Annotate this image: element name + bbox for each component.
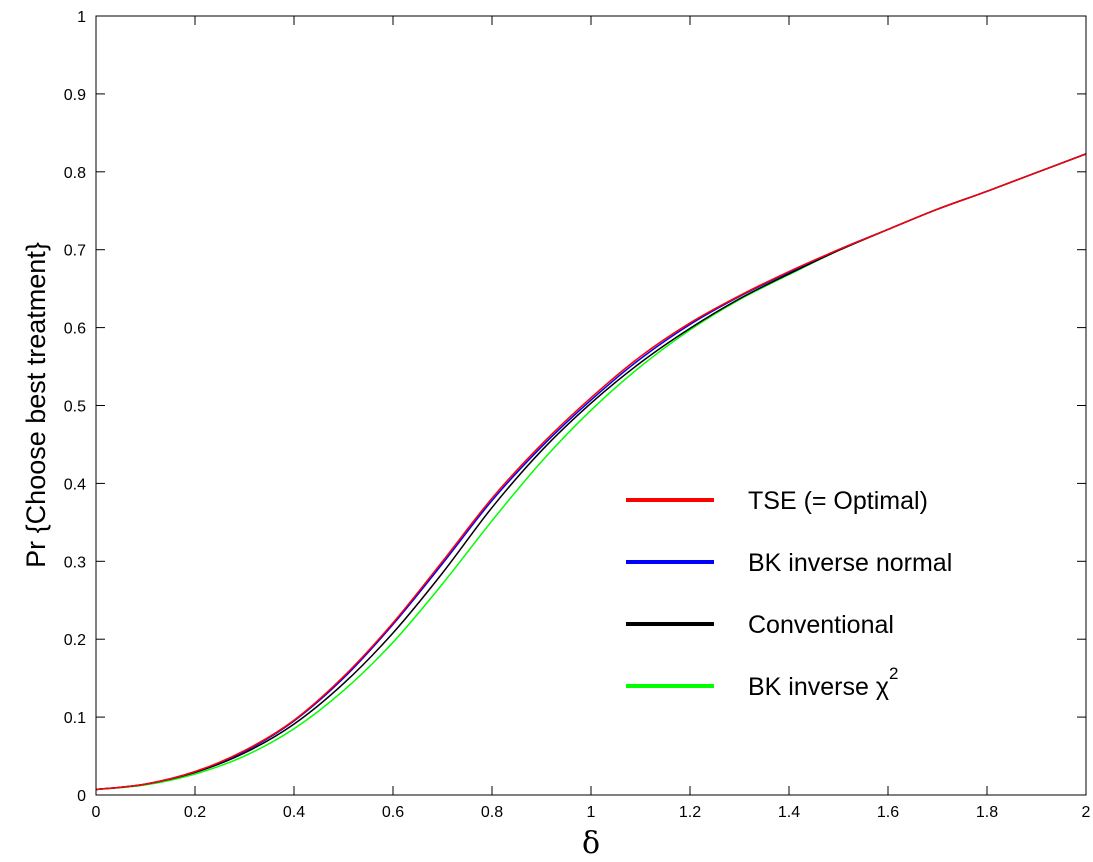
legend-label: BK inverse normal: [748, 549, 952, 577]
y-tick-label: 1: [77, 9, 86, 26]
plot-area: [96, 16, 1086, 795]
x-tick-label: 2: [1082, 804, 1091, 821]
y-tick-label: 0: [77, 788, 86, 805]
legend-label-superscript: 2: [889, 664, 898, 683]
y-tick-label: 0.3: [64, 554, 86, 571]
y-tick-label: 0.9: [64, 87, 86, 104]
y-tick-label: 0.7: [64, 243, 86, 260]
plot-frame: [95, 15, 1087, 796]
x-axis-label: δ: [582, 826, 600, 861]
axis-ticks: 0 0.2 0.4 0.6 0.8 1 1.2 1.4 1.6 1.8 2 0 0.1 0.2 0.3 0.4…: [64, 9, 1091, 821]
x-tick-label: 0.6: [382, 804, 404, 821]
y-axis-label: Pr {Choose best treatment}: [21, 242, 51, 568]
x-tick-label: 0.8: [481, 804, 503, 821]
legend-label: TSE (= Optimal): [748, 487, 928, 515]
y-tick-label: 0.1: [64, 710, 86, 727]
x-tick-label: 0.4: [283, 804, 305, 821]
x-tick-label: 1: [587, 804, 596, 821]
y-tick-label: 0.8: [64, 165, 86, 182]
y-tick-label: 0.5: [64, 399, 86, 416]
x-tick-label: 1.2: [679, 804, 701, 821]
series-line-1: [95, 153, 1087, 791]
y-tick-label: 0.4: [64, 476, 86, 493]
x-tick-label: 1.6: [877, 804, 899, 821]
y-tick-label: 0.6: [64, 321, 86, 338]
legend-label: Conventional: [748, 611, 894, 639]
x-tick-label: 1.4: [778, 804, 800, 821]
x-tick-label: 1.8: [976, 804, 998, 821]
x-tick-label: 0: [92, 804, 101, 821]
y-tick-label: 0.2: [64, 632, 86, 649]
x-tick-label: 0.2: [184, 804, 206, 821]
series-lines: [95, 153, 1087, 791]
